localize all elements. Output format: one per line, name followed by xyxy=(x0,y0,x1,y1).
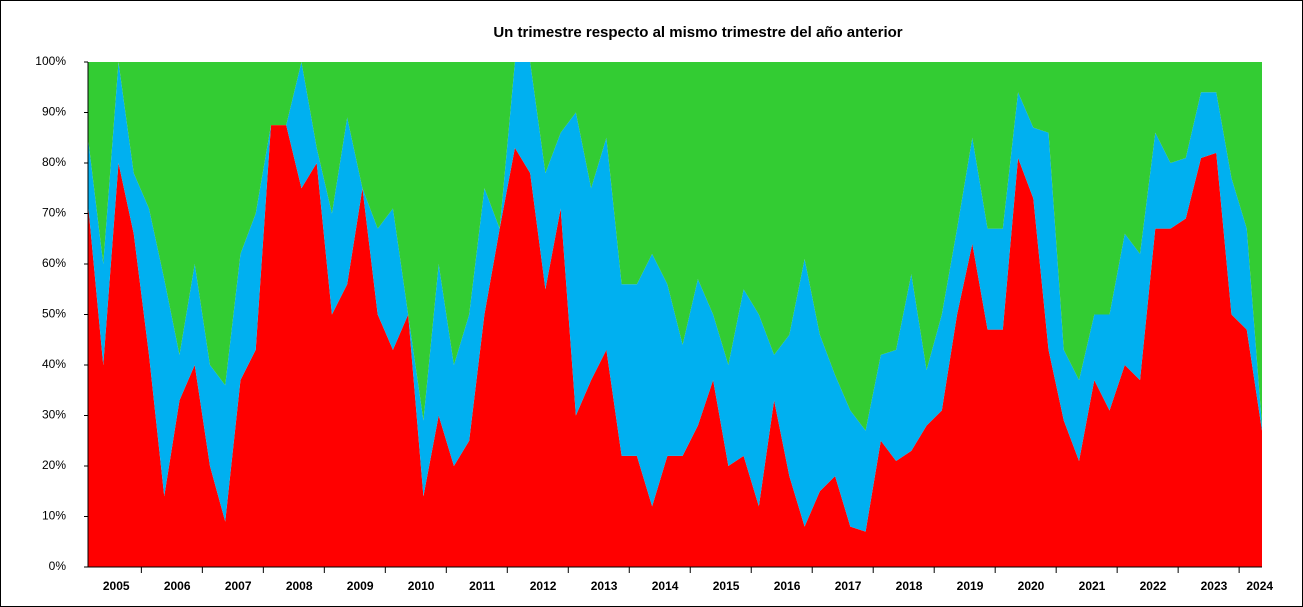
x-tick-label: 2019 xyxy=(957,579,984,593)
y-tick-label: 20% xyxy=(42,458,66,472)
y-tick-label: 100% xyxy=(35,54,66,68)
y-tick-label: 80% xyxy=(42,155,66,169)
x-tick-label: 2023 xyxy=(1201,579,1228,593)
x-tick-label: 2024 xyxy=(1246,579,1273,593)
x-tick-label: 2005 xyxy=(103,579,130,593)
area xyxy=(88,62,1262,431)
y-tick-label: 50% xyxy=(42,307,66,321)
area xyxy=(88,125,1262,567)
y-tick-label: 30% xyxy=(42,408,66,422)
x-tick-label: 2021 xyxy=(1079,579,1106,593)
x-tick-label: 2008 xyxy=(286,579,313,593)
y-tick-label: 60% xyxy=(42,256,66,270)
x-tick-label: 2010 xyxy=(408,579,435,593)
x-tick-label: 2022 xyxy=(1140,579,1167,593)
y-tick-label: 0% xyxy=(49,559,67,573)
x-tick-label: 2014 xyxy=(652,579,679,593)
x-tick-label: 2012 xyxy=(530,579,557,593)
y-tick-label: 40% xyxy=(42,357,66,371)
x-tick-label: 2009 xyxy=(347,579,374,593)
y-tick-label: 90% xyxy=(42,105,66,119)
x-tick-label: 2013 xyxy=(591,579,618,593)
x-tick-label: 2006 xyxy=(164,579,191,593)
x-tick-label: 2020 xyxy=(1018,579,1045,593)
y-tick-label: 10% xyxy=(42,509,66,523)
area xyxy=(88,62,1262,532)
x-tick-label: 2018 xyxy=(896,579,923,593)
x-tick-label: 2017 xyxy=(835,579,862,593)
x-tick-label: 2016 xyxy=(774,579,801,593)
chart-title: Un trimestre respecto al mismo trimestre… xyxy=(493,24,902,41)
y-tick-label: 70% xyxy=(42,206,66,220)
x-tick-label: 2007 xyxy=(225,579,252,593)
x-tick-label: 2011 xyxy=(469,579,495,593)
x-tick-label: 2015 xyxy=(713,579,740,593)
